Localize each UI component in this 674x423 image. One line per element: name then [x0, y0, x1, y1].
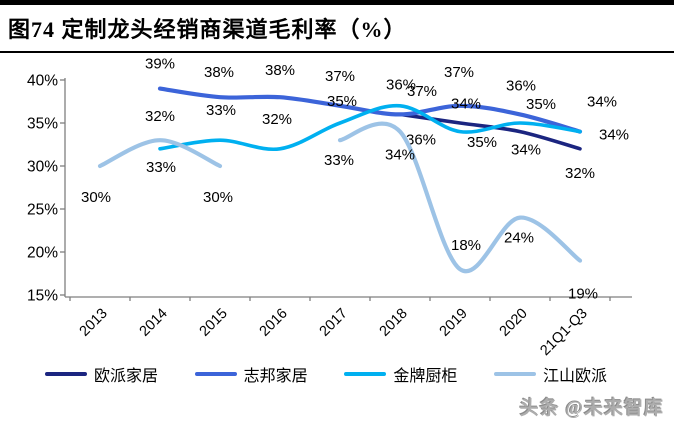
- chart-legend: 欧派家居 志邦家居 金牌厨柜 江山欧派: [45, 362, 607, 386]
- data-label: 24%: [504, 230, 534, 247]
- data-label: 34%: [511, 142, 541, 159]
- y-axis-tick-label: 40%: [27, 73, 58, 90]
- x-axis-tick-label: 2020: [497, 306, 531, 340]
- data-label: 35%: [467, 134, 497, 151]
- data-label: 37%: [407, 83, 437, 100]
- y-axis-tick-label: 30%: [27, 159, 58, 176]
- watermark-text: 头条 @未来智库: [519, 398, 664, 419]
- y-axis-tick-label: 15%: [27, 288, 58, 305]
- legend-item-jiangshan: 江山欧派: [493, 362, 607, 386]
- x-axis-tick-label: 2019: [437, 306, 471, 340]
- data-label: 39%: [145, 56, 175, 73]
- data-label: 32%: [262, 111, 292, 128]
- data-label: 37%: [325, 68, 355, 85]
- data-label: 36%: [506, 77, 536, 94]
- legend-item-oupai: 欧派家居: [45, 362, 158, 386]
- data-label: 34%: [587, 94, 617, 111]
- data-label: 18%: [451, 237, 481, 254]
- data-label: 19%: [568, 286, 598, 303]
- legend-item-jinpai: 金牌厨柜: [344, 362, 457, 386]
- data-label: 37%: [444, 64, 474, 81]
- legend-label-oupai: 欧派家居: [94, 368, 159, 385]
- data-label: 30%: [203, 189, 233, 206]
- figure-header: 图74 定制龙头经销商渠道毛利率（%）: [0, 0, 674, 53]
- y-axis-tick-label: 35%: [27, 116, 58, 133]
- legend-label-jinpai: 金牌厨柜: [393, 368, 458, 385]
- legend-swatch-zhibang: [194, 372, 237, 376]
- legend-label-zhibang: 志邦家居: [243, 368, 308, 385]
- series-line: [158, 103, 582, 152]
- x-axis-tick-label: 2013: [77, 306, 111, 340]
- x-axis-tick-label: 2015: [197, 306, 231, 340]
- data-label: 34%: [385, 147, 415, 164]
- data-label: 36%: [406, 131, 436, 148]
- data-label: 32%: [565, 165, 595, 182]
- data-label: 35%: [526, 96, 556, 113]
- figure-title: 图74 定制龙头经销商渠道毛利率（%）: [8, 17, 407, 42]
- x-axis-tick-label: 2016: [257, 306, 291, 340]
- x-axis-tick-label: 21Q1-Q3: [537, 306, 590, 359]
- data-label: 35%: [327, 93, 357, 110]
- y-axis-tick-label: 25%: [27, 202, 58, 219]
- data-label: 33%: [146, 159, 176, 176]
- series-line: [337, 121, 583, 274]
- y-axis-tick-label: 20%: [27, 245, 58, 262]
- legend-swatch-jiangshan: [493, 372, 536, 376]
- x-axis-tick-label: 2014: [137, 306, 171, 340]
- legend-swatch-oupai: [45, 372, 87, 376]
- data-label: 34%: [451, 96, 481, 113]
- legend-label-jiangshan: 江山欧派: [542, 368, 607, 385]
- data-label: 33%: [206, 102, 236, 119]
- legend-swatch-jinpai: [344, 372, 387, 376]
- data-label: 36%: [386, 76, 416, 93]
- x-axis-tick-label: 2018: [377, 306, 411, 340]
- data-label: 34%: [599, 127, 629, 144]
- data-label: 38%: [265, 62, 295, 79]
- data-label: 32%: [145, 108, 175, 125]
- series-line: [97, 138, 223, 169]
- legend-item-zhibang: 志邦家居: [194, 362, 308, 386]
- x-axis-tick-label: 2017: [317, 306, 351, 340]
- data-label: 33%: [324, 152, 354, 169]
- data-label: 30%: [81, 189, 111, 206]
- data-label: 38%: [204, 64, 234, 81]
